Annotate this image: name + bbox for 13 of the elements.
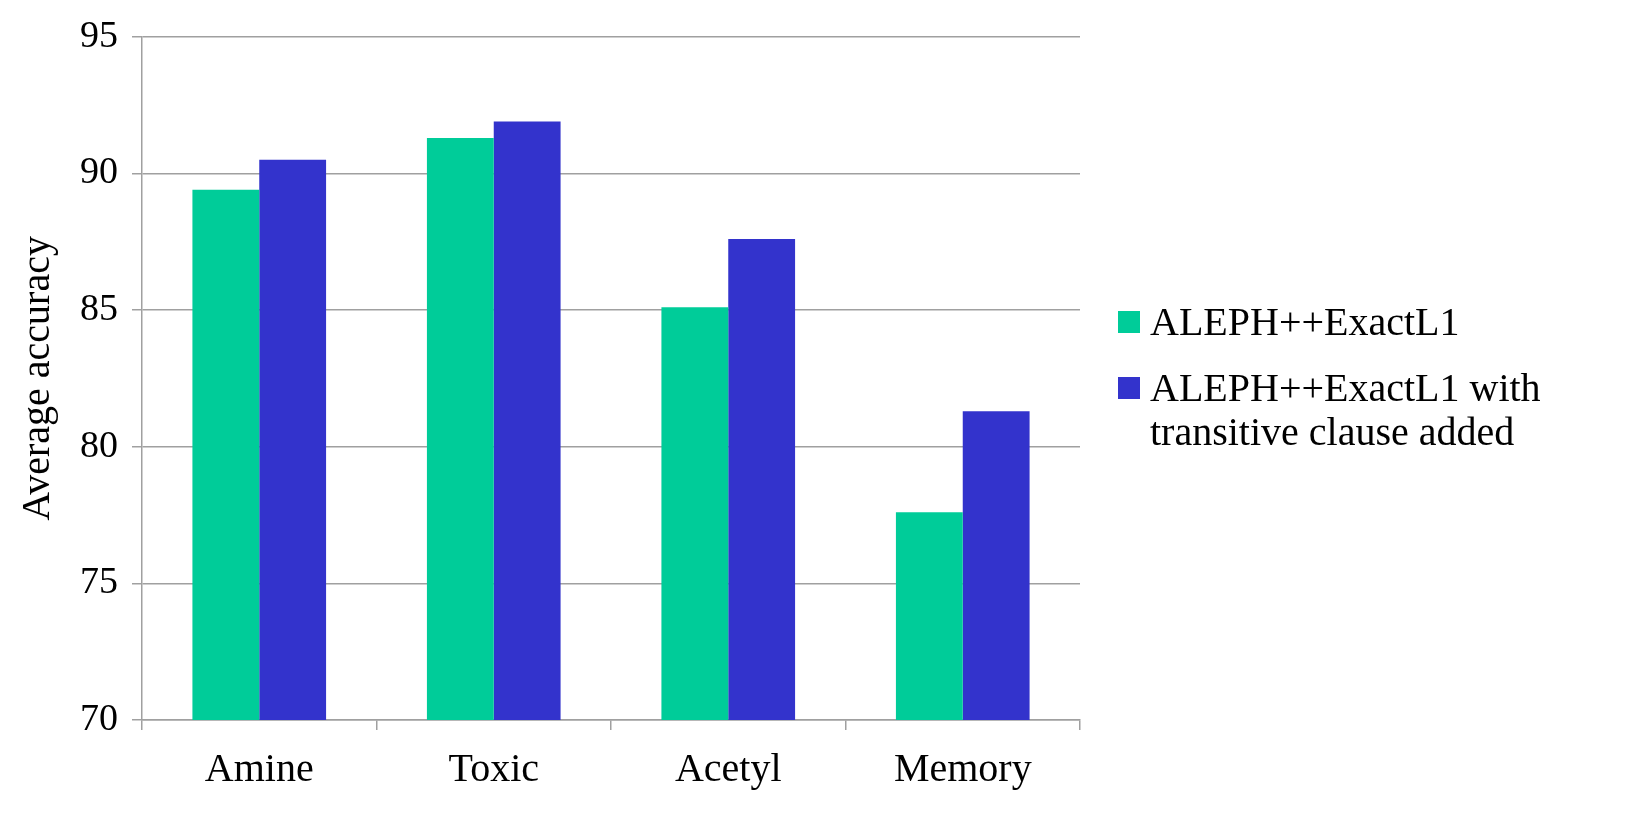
y-tick-label: 75 xyxy=(80,559,118,602)
legend-label: ALEPH++ExactL1 xyxy=(1150,299,1460,344)
y-tick-label: 95 xyxy=(80,12,118,55)
y-tick-label: 85 xyxy=(80,286,118,329)
x-tick-label: Amine xyxy=(204,744,314,790)
y-tick-label: 90 xyxy=(80,149,118,192)
y-tick-label: 70 xyxy=(80,695,118,738)
x-tick-label: Toxic xyxy=(448,744,540,790)
y-axis-title: Average accuracy xyxy=(12,236,58,521)
y-tick-label: 80 xyxy=(80,422,118,465)
legend-label: ALEPH++ExactL1 with transitive clause added xyxy=(1150,365,1542,454)
x-tick-label: Memory xyxy=(893,744,1032,790)
x-tick-label: Acetyl xyxy=(674,744,782,790)
